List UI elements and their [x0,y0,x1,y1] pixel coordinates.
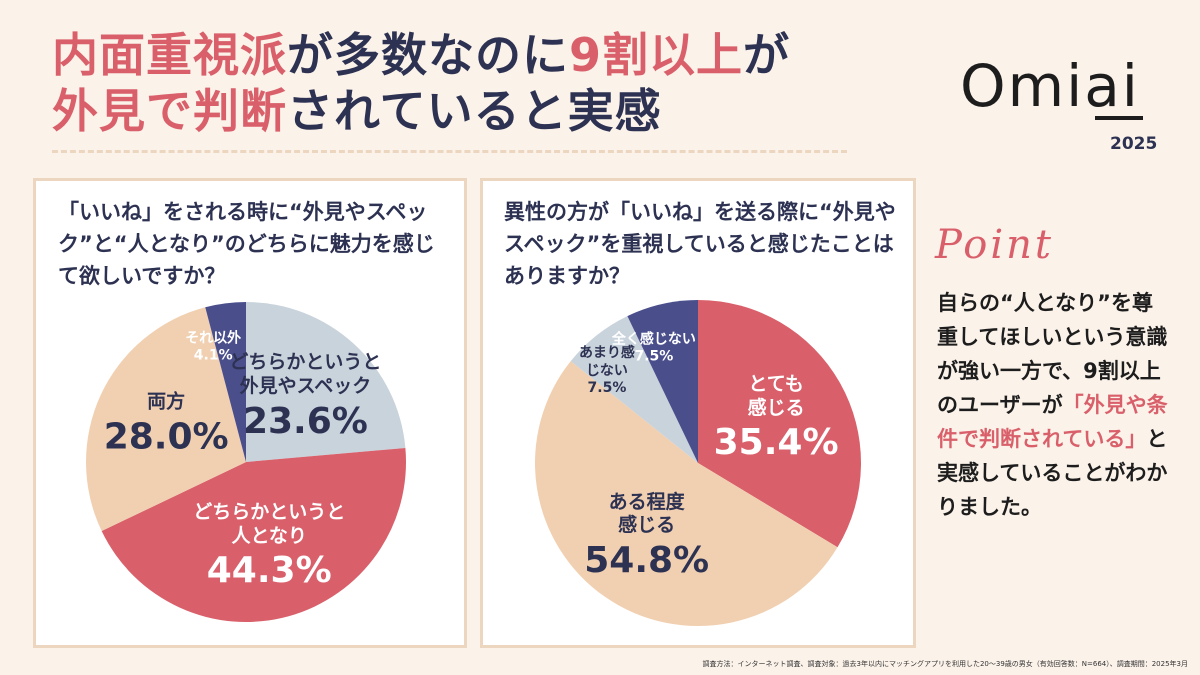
point-body: 自らの“人となり”を尊重してほしいという意識が強い一方で、9割以上のユーザーが「… [937,286,1169,524]
value-label: 7.5% [634,348,674,365]
value-label: 35.4% [713,422,839,464]
pie-slice [570,316,698,463]
divider [52,150,847,153]
pie-slice [698,300,862,548]
logo-bar [1095,116,1143,120]
title-segment: 外見で判断 [52,84,287,138]
point-text: 自らの“人となり”を尊重してほしいという意識が強い一方で、9割以上のユーザーが [937,291,1168,417]
slice-label: ある程度 感じる 54.8% [584,490,709,583]
category-label: どちらかというと 外見やスペック [229,350,382,397]
pie-slice [85,307,246,532]
point-heading: Point [935,222,1055,268]
slice-label: あまり感 じない 7.5% [579,345,635,398]
slice-label: どちらかというと 外見やスペック 23.6% [229,351,381,444]
category-label: どちらかというと 人となり [193,500,346,547]
footnote: 調査方法：インターネット調査、調査対象：過去3年以内にマッチングアプリを利用した… [702,660,1189,668]
title-segment: 内面重視派 [52,28,287,82]
category-label: 両方 [147,390,186,413]
category-label: とても 感じる [747,372,805,419]
title-line: 外見で判断されていると実感 [52,88,662,134]
question: 「いいね」をされる時に“外見やスペック”と“人となり”のどちらに魅力を感じて欲し… [58,200,435,288]
logo: Omiai [960,52,1140,120]
pie-slice [246,302,406,462]
category-label: それ以外 [185,330,242,347]
point-text: と実感していることがわかりました。 [937,427,1168,519]
value-label: 4.1% [193,347,233,364]
value-label: 7.5% [587,379,627,396]
pie-slice [534,361,838,626]
title-segment: されていると実感 [287,84,662,138]
value-label: 54.8% [584,539,710,581]
title-line: 内面重視派が多数なのに9割以上が [52,32,790,78]
title-segment: が [743,28,791,82]
category-label: あまり感 じない [578,344,635,379]
category-label: 全く感じない [611,331,696,348]
value-label: 28.0% [103,416,229,458]
point-text: 「外見や条件で判断されている」 [937,393,1168,451]
title-segment: が多数なのに [287,28,569,82]
value-label: 23.6% [242,400,368,442]
slice-label: とても 感じる 35.4% [714,373,839,466]
pie-slice [205,302,246,462]
title-segment: 9割以上 [569,28,744,82]
value-label: 44.3% [206,550,332,592]
slice-label: 両方 28.0% [104,391,229,460]
slice-label: 全く感じない 7.5% [612,331,696,366]
slice-label: どちらかというと 人となり 44.3% [193,501,345,594]
question: 異性の方が「いいね」を送る際に“外見やスペック”を重視していると感じたことはあり… [504,200,896,288]
pie-slice [627,300,698,463]
slice-label: それ以外 4.1% [185,330,241,365]
pie-slice [101,447,406,623]
year: 2025 [1110,134,1158,154]
category-label: ある程度 感じる [608,490,685,537]
